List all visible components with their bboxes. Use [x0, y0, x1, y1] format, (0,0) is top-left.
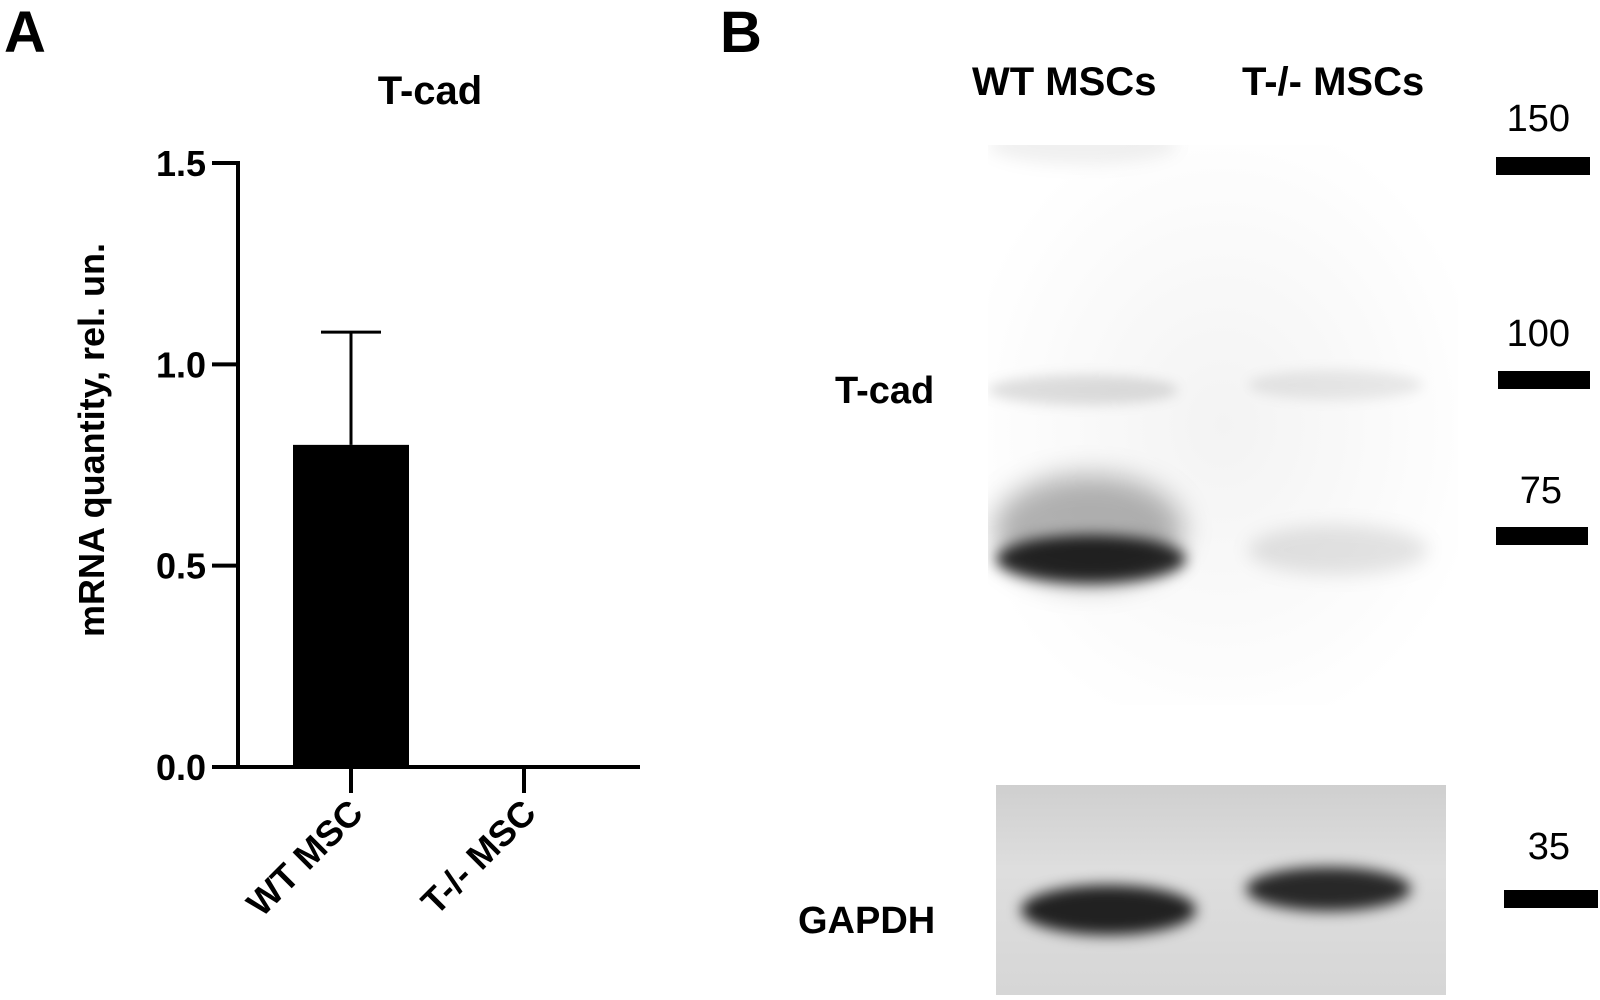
- ko-band-upper: [1248, 370, 1423, 400]
- protein-label-tcad: T-cad: [835, 370, 935, 412]
- gapdh-blot-image: [996, 785, 1446, 995]
- y-tick-label: 0.0: [156, 747, 206, 788]
- wt-gapdh-band: [1021, 885, 1196, 935]
- x-tick-label: WT MSC: [238, 792, 370, 924]
- y-tick-label: 1.0: [156, 344, 206, 385]
- bar: [293, 444, 409, 767]
- marker-label-35: 35: [1527, 826, 1570, 868]
- lane-label-wt: WT MSCs: [972, 60, 1157, 104]
- bar-chart: T-cad mRNA quantity, rel. un. 0.0 0.5 1.0 1…: [71, 69, 640, 924]
- chart-title: T-cad: [378, 69, 482, 113]
- y-tick-label: 1.5: [156, 143, 206, 184]
- lane-label-knockout: T-/- MSCs: [1242, 60, 1425, 104]
- marker-bar-35: [1504, 890, 1598, 908]
- ko-gapdh-band: [1246, 867, 1411, 911]
- plot-area: 0.0 0.5 1.0 1.5 WT MSC T-/- MSC: [156, 143, 640, 924]
- faint-band-top: [988, 145, 1178, 165]
- marker-bar-75: [1496, 527, 1588, 545]
- tcad-blot-image: [988, 145, 1458, 705]
- marker-bar-100: [1498, 371, 1590, 389]
- panel-b-letter: B: [720, 0, 762, 65]
- marker-label-75: 75: [1519, 470, 1562, 512]
- ko-band-faint: [1248, 525, 1428, 575]
- x-tick-label: T-/- MSC: [413, 792, 544, 923]
- marker-label-100: 100: [1506, 313, 1570, 355]
- marker-label-150: 150: [1506, 98, 1570, 140]
- panel-a-letter: A: [4, 0, 46, 65]
- wt-band-main: [996, 535, 1186, 583]
- protein-label-gapdh: GAPDH: [798, 900, 936, 942]
- y-tick-label: 0.5: [156, 546, 206, 587]
- wt-band-upper: [988, 375, 1178, 405]
- marker-bar-150: [1496, 157, 1590, 175]
- y-axis-label: mRNA quantity, rel. un.: [71, 243, 112, 637]
